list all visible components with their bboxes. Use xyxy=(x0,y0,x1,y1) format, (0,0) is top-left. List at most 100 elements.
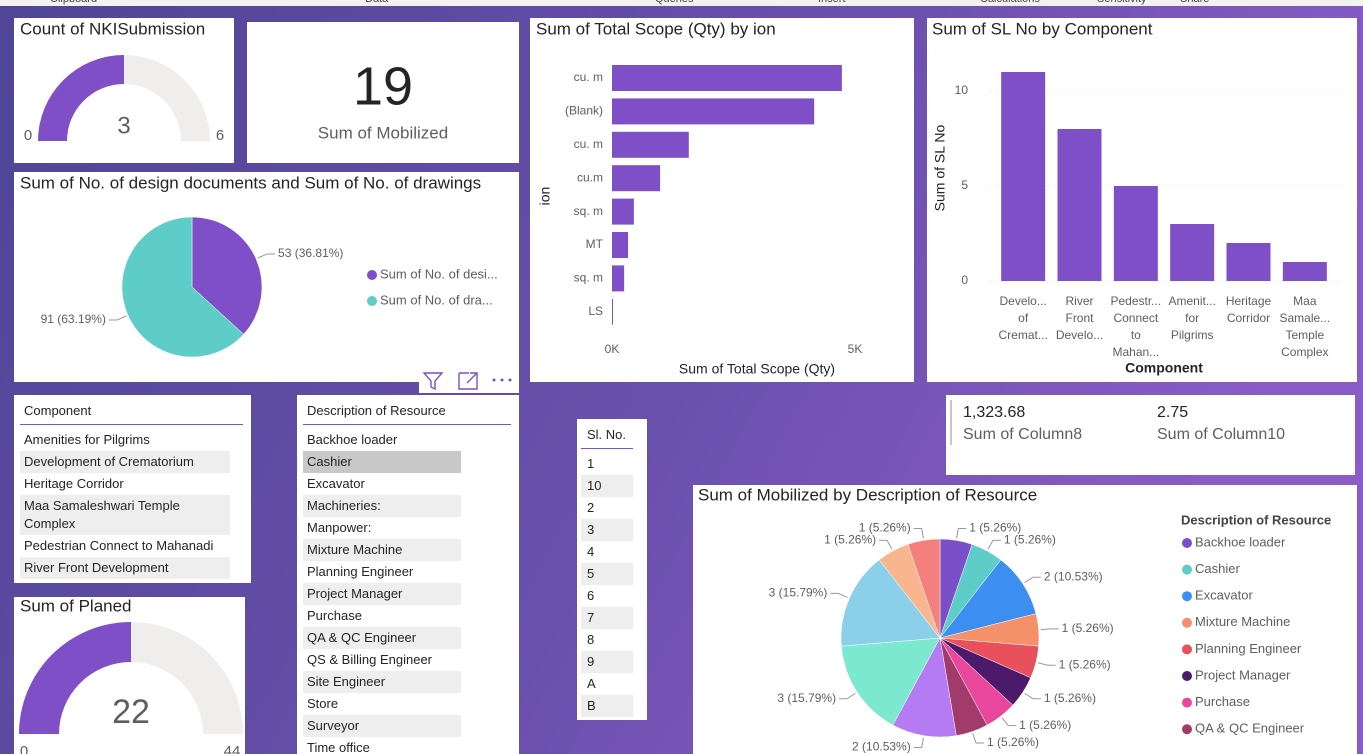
slicer-item[interactable]: Machineries: xyxy=(303,495,461,517)
panel xyxy=(14,172,519,382)
card-label: Sum of Column8 xyxy=(963,426,1082,443)
data-label: 1 (5.26%) xyxy=(1059,657,1111,671)
bar xyxy=(1113,186,1158,281)
card-accent xyxy=(950,400,952,445)
ribbon-label: Insert xyxy=(818,0,846,5)
leader-line xyxy=(913,737,924,748)
x-tick-label: Develo... of Cremat... xyxy=(998,294,1047,342)
leader-line xyxy=(1037,662,1056,666)
data-label: 2 (10.53%) xyxy=(1044,569,1103,583)
legend-entry: Excavator xyxy=(1195,588,1253,603)
card-value: 2.75 xyxy=(1157,404,1188,421)
x-axis-label: Component xyxy=(1125,360,1203,376)
slicer-item[interactable]: Pedestrian Connect to Mahanadi xyxy=(20,535,230,557)
x-tick-label: 0K xyxy=(605,342,620,356)
slicer-item[interactable]: QS & Billing Engineer xyxy=(303,649,461,671)
leader-line xyxy=(839,692,856,700)
ribbon-label: Calculations xyxy=(980,0,1040,5)
legend-swatch xyxy=(367,270,377,280)
pie-slice xyxy=(840,559,941,647)
legend-entry: QA & QC Engineer xyxy=(1195,721,1305,736)
y-tick-label: cu. m xyxy=(574,70,603,84)
slicer-item[interactable]: Maa Samaleshwari Temple Complex xyxy=(20,495,230,535)
legend-swatch xyxy=(1182,564,1192,575)
y-tick-label: cu. m xyxy=(574,137,603,151)
data-label: 1 (5.26%) xyxy=(969,521,1021,535)
legend-swatch xyxy=(1182,671,1192,681)
slicer: Description of Resource Backhoe loader Cas… xyxy=(297,395,519,754)
slicer-item[interactable]: Site Engineer xyxy=(303,671,461,693)
slicer-item[interactable]: Surveyor xyxy=(303,715,461,737)
legend-entry: Cashier xyxy=(1195,561,1240,576)
gauge-max: 44 xyxy=(224,743,241,754)
y-tick-label: LS xyxy=(588,304,603,318)
slicer-item[interactable]: Purchase xyxy=(303,605,461,627)
slicer-item[interactable]: Development of Crematorium xyxy=(20,451,230,473)
table-cell: 8 xyxy=(581,629,633,651)
card-label: Sum of Mobilized xyxy=(318,123,448,142)
bar xyxy=(1226,243,1271,281)
x-tick-label: River Front Develo... xyxy=(1056,294,1103,342)
filter-icon[interactable] xyxy=(422,372,444,391)
slicer-item[interactable]: Cashier xyxy=(303,451,461,473)
more-icon[interactable] xyxy=(492,378,512,382)
leader-line xyxy=(1024,692,1041,700)
table-cell: 6 xyxy=(581,585,633,607)
slicer-item[interactable]: Excavator xyxy=(303,473,461,495)
y-tick-label: sq. m xyxy=(574,271,603,285)
slicer-item[interactable]: Manpower: xyxy=(303,517,461,539)
pie-slice xyxy=(841,637,941,726)
slicer-item[interactable]: Amenities for Pilgrims xyxy=(20,429,230,451)
leader-line xyxy=(913,528,924,539)
bar xyxy=(1057,129,1102,281)
legend-entry: Mixture Machine xyxy=(1195,614,1290,629)
ribbon-label: Sensitivity xyxy=(1097,0,1147,5)
legend-swatch xyxy=(1182,591,1192,602)
leader-line xyxy=(1024,576,1041,584)
bar xyxy=(612,298,613,325)
ribbon xyxy=(0,0,1363,6)
pie-slice xyxy=(121,216,244,358)
chart-title: Sum of Planed xyxy=(20,596,132,615)
slicer-item[interactable]: Project Manager xyxy=(303,583,461,605)
x-axis-label: Sum of Total Scope (Qty) xyxy=(679,361,835,377)
slicer-item[interactable]: Mixture Machine xyxy=(303,539,461,561)
table-cell: A xyxy=(581,673,633,695)
y-tick-label: 5 xyxy=(961,178,968,192)
leader-line xyxy=(879,539,893,550)
bar xyxy=(612,232,629,258)
legend-entry: Backhoe loader xyxy=(1195,534,1286,549)
y-tick-label: 10 xyxy=(955,83,969,97)
slicer-item[interactable]: Store xyxy=(303,693,461,715)
y-tick-label: cu.m xyxy=(577,170,603,184)
leader-line xyxy=(830,592,848,598)
pie-slice xyxy=(907,538,941,639)
gauge-min: 0 xyxy=(24,127,32,144)
leader-line xyxy=(956,528,967,539)
slicer-item[interactable]: QA & QC Engineer xyxy=(303,627,461,649)
legend-swatch xyxy=(1182,724,1192,735)
y-tick-label: (Blank) xyxy=(565,104,603,118)
legend-swatch xyxy=(1182,644,1192,655)
data-label: 91 (63.19%) xyxy=(41,312,106,326)
slicer-item[interactable]: Time office xyxy=(303,737,461,754)
slicer-item[interactable]: River Front Development xyxy=(20,557,230,579)
table-cell: 4 xyxy=(581,541,633,563)
panel xyxy=(247,22,519,163)
slicer-item[interactable]: Planning Engineer xyxy=(303,561,461,583)
legend-swatch xyxy=(1182,697,1192,708)
legend-entry: Project Manager xyxy=(1195,667,1291,682)
card-value: 1,323.68 xyxy=(963,404,1025,421)
data-label: 3 (15.79%) xyxy=(777,691,836,705)
slicer-item[interactable]: Heritage Corridor xyxy=(20,473,230,495)
gauge-label: 3 xyxy=(117,112,130,139)
ribbon-label: Share xyxy=(1180,0,1209,5)
slicer-item[interactable]: Backhoe loader xyxy=(303,429,461,451)
leader-line xyxy=(987,539,1001,550)
data-label: 1 (5.26%) xyxy=(1019,718,1071,732)
focus-icon[interactable] xyxy=(458,372,478,390)
panel xyxy=(946,395,1355,475)
pie-slice xyxy=(191,216,263,335)
